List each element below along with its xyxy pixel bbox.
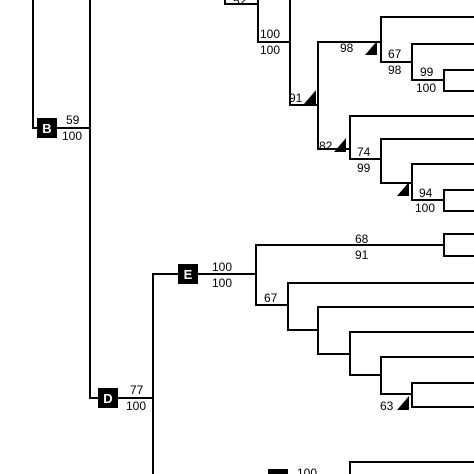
node-box	[178, 264, 198, 284]
support-value: 100	[415, 201, 435, 215]
node-E-support-top: 100	[212, 260, 232, 274]
node-box	[37, 118, 57, 138]
node-letter-E: E	[184, 267, 193, 282]
node-markers	[304, 41, 409, 410]
node-partial-support-top: 100	[297, 466, 317, 474]
node-B-support-bottom: 100	[62, 129, 82, 143]
node-triangle-marker	[365, 41, 377, 55]
node-triangle-marker	[334, 138, 346, 152]
node-box-D: D	[98, 388, 118, 408]
node-box-partial	[268, 469, 288, 474]
node-B-support-top: 59	[66, 113, 80, 127]
support-value: 99	[357, 161, 371, 175]
node-triangle-marker	[304, 90, 316, 104]
support-value: 63	[380, 399, 394, 413]
support-value: 94	[419, 186, 433, 200]
support-value: 74	[357, 145, 371, 159]
node-letter-B: B	[42, 121, 51, 136]
support-value: 98	[340, 41, 354, 55]
node-letter-D: D	[103, 391, 112, 406]
support-value: 100	[416, 81, 436, 95]
node-D-support-top: 77	[130, 383, 144, 397]
node-box	[268, 469, 288, 474]
support-value: 52	[233, 0, 247, 8]
node-box-B: B	[37, 118, 57, 138]
node-E-support-bottom: 100	[212, 276, 232, 290]
node-D-support-bottom: 100	[126, 399, 146, 413]
node-triangle-marker	[397, 182, 409, 196]
tree-branches	[32, 0, 474, 474]
support-value: 67	[388, 47, 402, 61]
support-value: 100	[260, 43, 280, 57]
support-value: 99	[420, 65, 434, 79]
support-labels: 52 100 100 98 67 98 99 100 91 82 74 99 9…	[62, 0, 436, 474]
support-value: 91	[289, 91, 303, 105]
support-value: 82	[319, 139, 333, 153]
support-value: 68	[355, 232, 369, 246]
support-value: 98	[388, 63, 402, 77]
node-box-E: E	[178, 264, 198, 284]
support-value: 100	[260, 27, 280, 41]
node-box	[98, 388, 118, 408]
node-triangle-marker	[397, 396, 409, 410]
support-value: 91	[355, 248, 369, 262]
support-value: 67	[264, 291, 278, 305]
